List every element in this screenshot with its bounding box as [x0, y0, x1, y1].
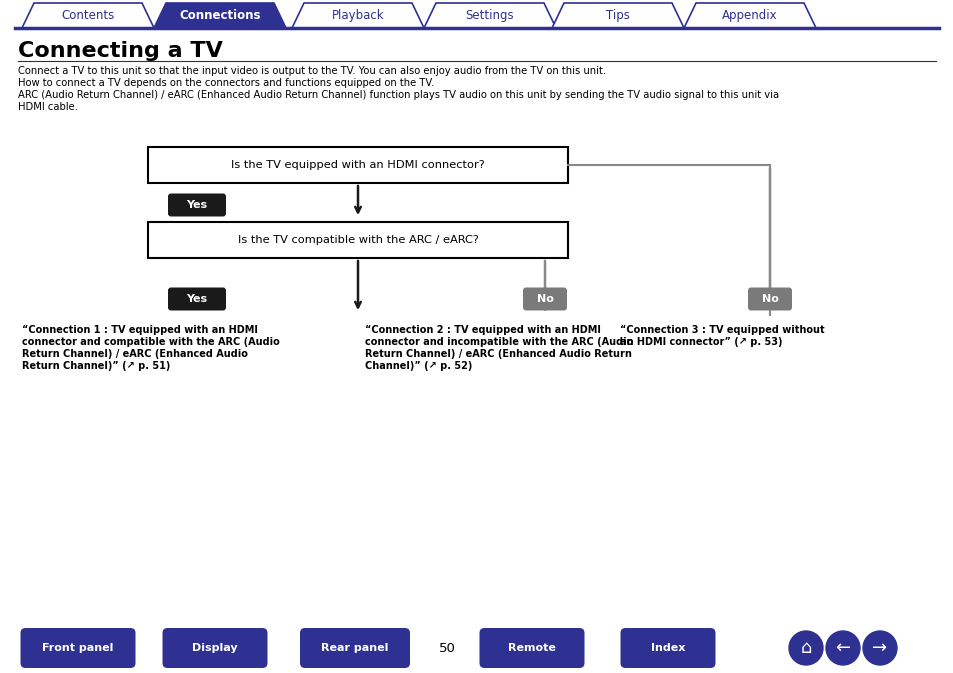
Text: 50: 50: [438, 641, 455, 655]
FancyBboxPatch shape: [148, 222, 567, 258]
FancyBboxPatch shape: [148, 147, 567, 183]
Polygon shape: [22, 3, 153, 28]
FancyBboxPatch shape: [162, 628, 267, 668]
Text: No: No: [760, 294, 778, 304]
FancyBboxPatch shape: [299, 628, 410, 668]
Text: Channel)” (↗ p. 52): Channel)” (↗ p. 52): [365, 361, 472, 371]
FancyBboxPatch shape: [522, 287, 566, 310]
FancyBboxPatch shape: [479, 628, 584, 668]
Text: “Connection 3 : TV equipped without: “Connection 3 : TV equipped without: [619, 325, 823, 335]
FancyBboxPatch shape: [20, 628, 135, 668]
Text: Yes: Yes: [186, 294, 208, 304]
Text: Tips: Tips: [605, 9, 629, 22]
Text: No: No: [536, 294, 553, 304]
Text: “Connection 1 : TV equipped with an HDMI: “Connection 1 : TV equipped with an HDMI: [22, 325, 257, 335]
Circle shape: [788, 631, 822, 665]
Text: ARC (Audio Return Channel) / eARC (Enhanced Audio Return Channel) function plays: ARC (Audio Return Channel) / eARC (Enhan…: [18, 90, 779, 100]
Text: Return Channel) / eARC (Enhanced Audio: Return Channel) / eARC (Enhanced Audio: [22, 349, 248, 359]
Text: Connections: Connections: [179, 9, 260, 22]
Polygon shape: [423, 3, 556, 28]
Text: Is the TV equipped with an HDMI connector?: Is the TV equipped with an HDMI connecto…: [231, 160, 484, 170]
Text: Index: Index: [650, 643, 684, 653]
FancyBboxPatch shape: [747, 287, 791, 310]
Text: Playback: Playback: [332, 9, 384, 22]
Text: connector and compatible with the ARC (Audio: connector and compatible with the ARC (A…: [22, 337, 279, 347]
Polygon shape: [153, 3, 286, 28]
Text: →: →: [872, 639, 886, 657]
Text: How to connect a TV depends on the connectors and functions equipped on the TV.: How to connect a TV depends on the conne…: [18, 78, 434, 88]
Text: “Connection 2 : TV equipped with an HDMI: “Connection 2 : TV equipped with an HDMI: [365, 325, 600, 335]
Text: Is the TV compatible with the ARC / eARC?: Is the TV compatible with the ARC / eARC…: [237, 235, 478, 245]
Text: Connect a TV to this unit so that the input video is output to the TV. You can a: Connect a TV to this unit so that the in…: [18, 66, 605, 76]
Polygon shape: [552, 3, 683, 28]
FancyBboxPatch shape: [168, 287, 226, 310]
Text: Rear panel: Rear panel: [321, 643, 388, 653]
Text: an HDMI connector” (↗ p. 53): an HDMI connector” (↗ p. 53): [619, 337, 781, 347]
Text: connector and incompatible with the ARC (Audio: connector and incompatible with the ARC …: [365, 337, 633, 347]
Text: Front panel: Front panel: [42, 643, 113, 653]
Text: Settings: Settings: [465, 9, 514, 22]
Polygon shape: [683, 3, 815, 28]
Text: Yes: Yes: [186, 200, 208, 210]
Circle shape: [862, 631, 896, 665]
Text: Appendix: Appendix: [721, 9, 777, 22]
Polygon shape: [292, 3, 423, 28]
Text: Return Channel) / eARC (Enhanced Audio Return: Return Channel) / eARC (Enhanced Audio R…: [365, 349, 631, 359]
Text: ⌂: ⌂: [800, 639, 811, 657]
Text: HDMI cable.: HDMI cable.: [18, 102, 78, 112]
Text: Remote: Remote: [508, 643, 556, 653]
Text: Connecting a TV: Connecting a TV: [18, 41, 223, 61]
Text: ←: ←: [835, 639, 850, 657]
Circle shape: [825, 631, 859, 665]
FancyBboxPatch shape: [168, 194, 226, 217]
Text: Display: Display: [192, 643, 237, 653]
Text: Return Channel)” (↗ p. 51): Return Channel)” (↗ p. 51): [22, 361, 171, 371]
Text: Contents: Contents: [61, 9, 114, 22]
FancyBboxPatch shape: [619, 628, 715, 668]
